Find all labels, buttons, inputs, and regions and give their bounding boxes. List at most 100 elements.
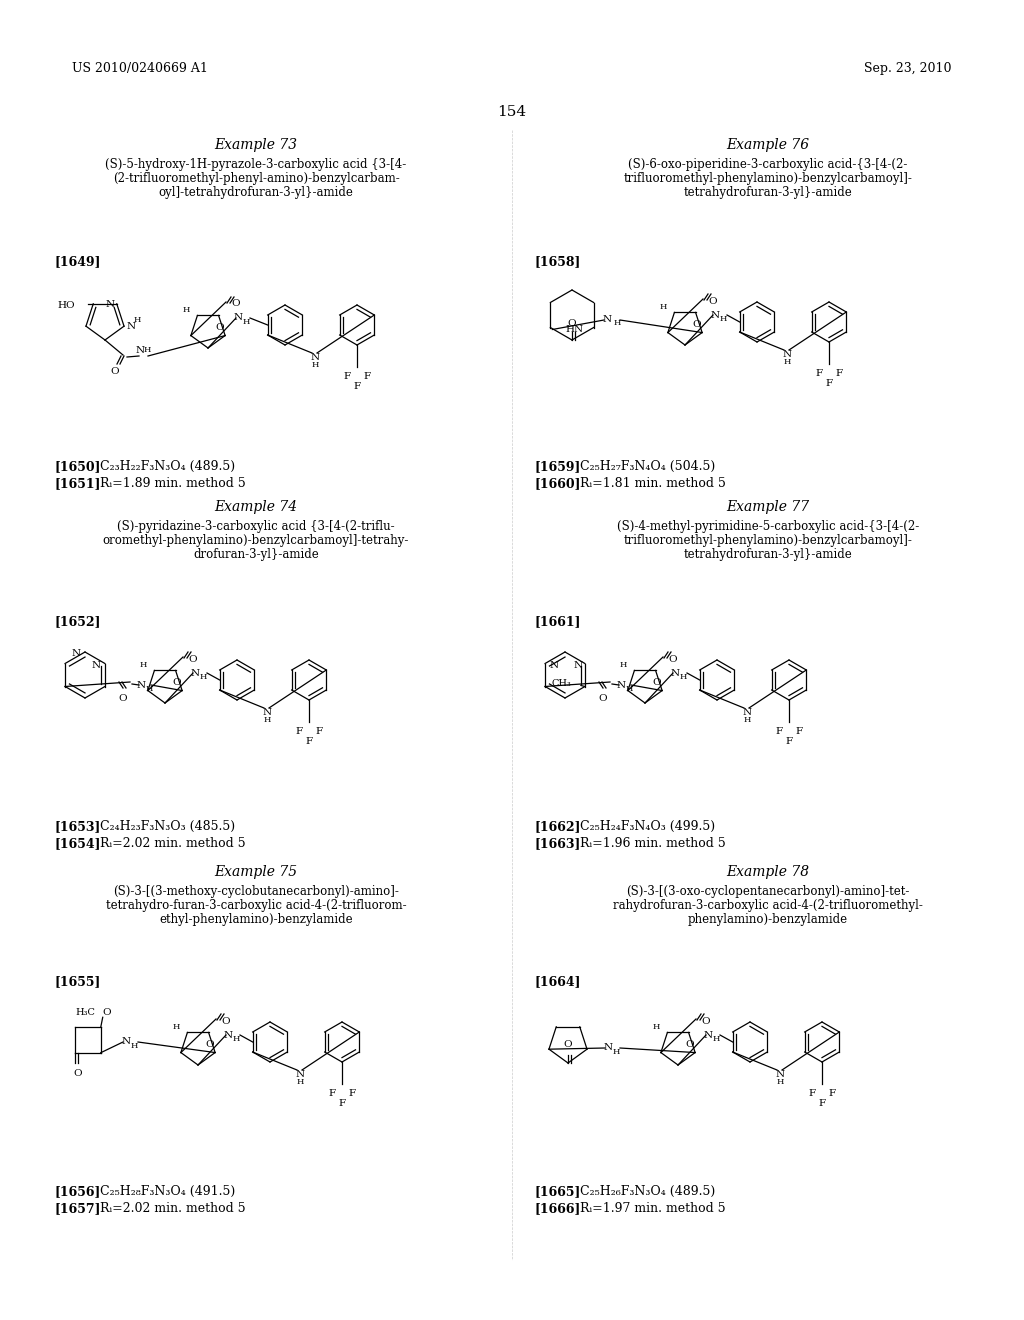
Text: H: H — [659, 304, 667, 312]
Text: O: O — [708, 297, 717, 305]
Text: O: O — [102, 1007, 111, 1016]
Text: (2-trifluoromethyl-phenyl-amino)-benzylcarbam-: (2-trifluoromethyl-phenyl-amino)-benzylc… — [113, 172, 399, 185]
Text: tetrahydro-furan-3-carboxylic acid-4-(2-trifluorom-: tetrahydro-furan-3-carboxylic acid-4-(2-… — [105, 899, 407, 912]
Text: Rᵢ=2.02 min. method 5: Rᵢ=2.02 min. method 5 — [100, 837, 246, 850]
Text: US 2010/0240669 A1: US 2010/0240669 A1 — [72, 62, 208, 75]
Text: N: N — [136, 681, 145, 689]
Text: Example 78: Example 78 — [726, 865, 810, 879]
Text: N: N — [105, 301, 115, 309]
Text: drofuran-3-yl}-amide: drofuran-3-yl}-amide — [194, 548, 318, 561]
Text: H: H — [719, 315, 727, 323]
Text: Example 76: Example 76 — [726, 139, 810, 152]
Text: N: N — [549, 661, 558, 671]
Text: O: O — [221, 1016, 229, 1026]
Text: H: H — [143, 346, 151, 354]
Text: F: F — [796, 727, 803, 737]
Text: F: F — [364, 372, 371, 381]
Text: O: O — [652, 678, 660, 688]
Text: N: N — [233, 314, 243, 322]
Text: [1657]: [1657] — [55, 1203, 101, 1214]
Text: H: H — [613, 319, 621, 327]
Text: H: H — [232, 1035, 240, 1043]
Text: [1663]: [1663] — [535, 837, 582, 850]
Text: (S)-4-methyl-pyrimidine-5-carboxylic acid-{3-[4-(2-: (S)-4-methyl-pyrimidine-5-carboxylic aci… — [616, 520, 920, 533]
Text: Example 73: Example 73 — [214, 139, 298, 152]
Text: H: H — [783, 358, 791, 366]
Text: O: O — [599, 694, 607, 704]
Text: [1661]: [1661] — [535, 615, 582, 628]
Text: O: O — [73, 1069, 82, 1077]
Text: Example 77: Example 77 — [726, 500, 810, 513]
Text: (S)-pyridazine-3-carboxylic acid {3-[4-(2-triflu-: (S)-pyridazine-3-carboxylic acid {3-[4-(… — [117, 520, 395, 533]
Text: F: F — [348, 1089, 355, 1098]
Text: H: H — [200, 673, 207, 681]
Text: F: F — [808, 1089, 815, 1098]
Text: O: O — [111, 367, 120, 376]
Text: Rᵢ=1.96 min. method 5: Rᵢ=1.96 min. method 5 — [580, 837, 726, 850]
Text: F: F — [825, 379, 833, 388]
Text: N: N — [711, 310, 720, 319]
Text: N: N — [223, 1031, 232, 1040]
Text: C₂₅H₂₇F₃N₄O₄ (504.5): C₂₅H₂₇F₃N₄O₄ (504.5) — [580, 459, 715, 473]
Text: oromethyl-phenylamino)-benzylcarbamoyl]-tetrahy-: oromethyl-phenylamino)-benzylcarbamoyl]-… — [102, 535, 410, 546]
Text: F: F — [296, 727, 302, 737]
Text: N: N — [92, 661, 101, 671]
Text: N: N — [616, 681, 626, 689]
Text: F: F — [353, 381, 360, 391]
Text: H: H — [182, 306, 189, 314]
Text: O: O — [685, 1040, 694, 1049]
Text: O: O — [172, 678, 181, 688]
Text: F: F — [315, 727, 323, 737]
Text: N: N — [122, 1038, 131, 1047]
Text: rahydrofuran-3-carboxylic acid-4-(2-trifluoromethyl-: rahydrofuran-3-carboxylic acid-4-(2-trif… — [613, 899, 923, 912]
Text: O: O — [215, 323, 224, 333]
Text: F: F — [305, 737, 312, 746]
Text: N: N — [782, 350, 792, 359]
Text: HN: HN — [565, 325, 584, 334]
Text: H: H — [296, 1078, 304, 1086]
Text: oyl]-tetrahydrofuran-3-yl}-amide: oyl]-tetrahydrofuran-3-yl}-amide — [159, 186, 353, 199]
Text: O: O — [567, 319, 577, 327]
Text: F: F — [815, 370, 822, 378]
Text: CH₃: CH₃ — [551, 678, 571, 688]
Text: Rᵢ=2.02 min. method 5: Rᵢ=2.02 min. method 5 — [100, 1203, 246, 1214]
Text: N: N — [742, 708, 752, 717]
Text: F: F — [818, 1100, 825, 1107]
Text: C₂₅H₂₆F₃N₃O₄ (489.5): C₂₅H₂₆F₃N₃O₄ (489.5) — [580, 1185, 715, 1199]
Text: H: H — [172, 1023, 179, 1031]
Text: F: F — [828, 1089, 836, 1098]
Text: H: H — [776, 1078, 783, 1086]
Text: O: O — [692, 321, 700, 330]
Text: C₂₃H₂₂F₃N₃O₄ (489.5): C₂₃H₂₂F₃N₃O₄ (489.5) — [100, 459, 236, 473]
Text: O: O — [668, 655, 677, 664]
Text: [1650]: [1650] — [55, 459, 101, 473]
Text: 154: 154 — [498, 106, 526, 119]
Text: N: N — [671, 668, 680, 677]
Text: F: F — [785, 737, 793, 746]
Text: [1651]: [1651] — [55, 477, 101, 490]
Text: H: H — [243, 318, 250, 326]
Text: Rᵢ=1.89 min. method 5: Rᵢ=1.89 min. method 5 — [100, 477, 246, 490]
Text: C₂₅H₂₈F₃N₃O₄ (491.5): C₂₅H₂₈F₃N₃O₄ (491.5) — [100, 1185, 236, 1199]
Text: tetrahydrofuran-3-yl}-amide: tetrahydrofuran-3-yl}-amide — [684, 548, 852, 561]
Text: N: N — [296, 1071, 304, 1078]
Text: [1653]: [1653] — [55, 820, 101, 833]
Text: Sep. 23, 2010: Sep. 23, 2010 — [864, 62, 952, 75]
Text: O: O — [231, 300, 240, 309]
Text: [1665]: [1665] — [535, 1185, 582, 1199]
Text: [1666]: [1666] — [535, 1203, 582, 1214]
Text: O: O — [701, 1016, 710, 1026]
Text: trifluoromethyl-phenylamino)-benzylcarbamoyl]-: trifluoromethyl-phenylamino)-benzylcarba… — [624, 172, 912, 185]
Text: H: H — [145, 685, 153, 693]
Text: C₂₄H₂₃F₃N₃O₃ (485.5): C₂₄H₂₃F₃N₃O₃ (485.5) — [100, 820, 236, 833]
Text: H: H — [713, 1035, 720, 1043]
Text: [1649]: [1649] — [55, 255, 101, 268]
Text: C₂₅H₂₄F₃N₄O₃ (499.5): C₂₅H₂₄F₃N₄O₃ (499.5) — [580, 820, 715, 833]
Text: N: N — [602, 315, 611, 325]
Text: O: O — [205, 1040, 214, 1049]
Text: O: O — [119, 694, 127, 704]
Text: HO: HO — [57, 301, 75, 310]
Text: N: N — [775, 1071, 784, 1078]
Text: F: F — [775, 727, 782, 737]
Text: N: N — [603, 1044, 612, 1052]
